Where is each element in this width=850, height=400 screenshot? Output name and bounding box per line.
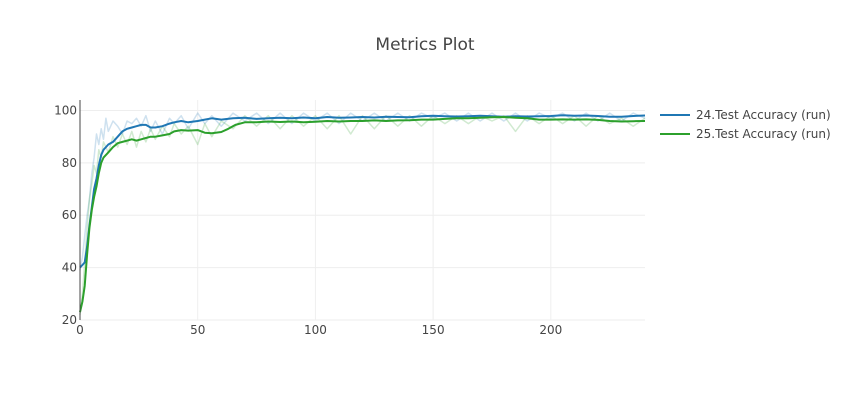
- y-tick-label: 80: [62, 156, 77, 170]
- gridlines: [80, 100, 645, 321]
- x-tick-labels: 0 50 100 150 200: [76, 323, 562, 337]
- legend-label: 24.Test Accuracy (run): [696, 108, 831, 122]
- legend-label: 25.Test Accuracy (run): [696, 127, 831, 141]
- plot-area: [80, 100, 645, 320]
- legend-item-2[interactable]: 25.Test Accuracy (run): [660, 127, 831, 141]
- y-tick-label: 100: [54, 103, 77, 117]
- y-tick-label: 60: [62, 208, 77, 222]
- y-tick-labels: 20 40 60 80 100: [54, 103, 77, 327]
- x-tick-label: 200: [539, 323, 562, 337]
- x-tick-label: 100: [304, 323, 327, 337]
- chart-title: Metrics Plot: [375, 35, 474, 55]
- x-tick-label: 0: [76, 323, 84, 337]
- y-tick-label: 40: [62, 261, 77, 275]
- series-line-2: [79, 116, 646, 313]
- legend-item-1[interactable]: 24.Test Accuracy (run): [660, 108, 831, 122]
- series-line-1: [79, 114, 646, 269]
- legend[interactable]: 24.Test Accuracy (run) 25.Test Accuracy (…: [660, 108, 831, 141]
- series-raw-line-1: [79, 112, 646, 271]
- x-tick-label: 150: [422, 323, 445, 337]
- smoothed-traces: [79, 114, 646, 313]
- x-tick-label: 50: [190, 323, 205, 337]
- y-tick-label: 20: [62, 313, 77, 327]
